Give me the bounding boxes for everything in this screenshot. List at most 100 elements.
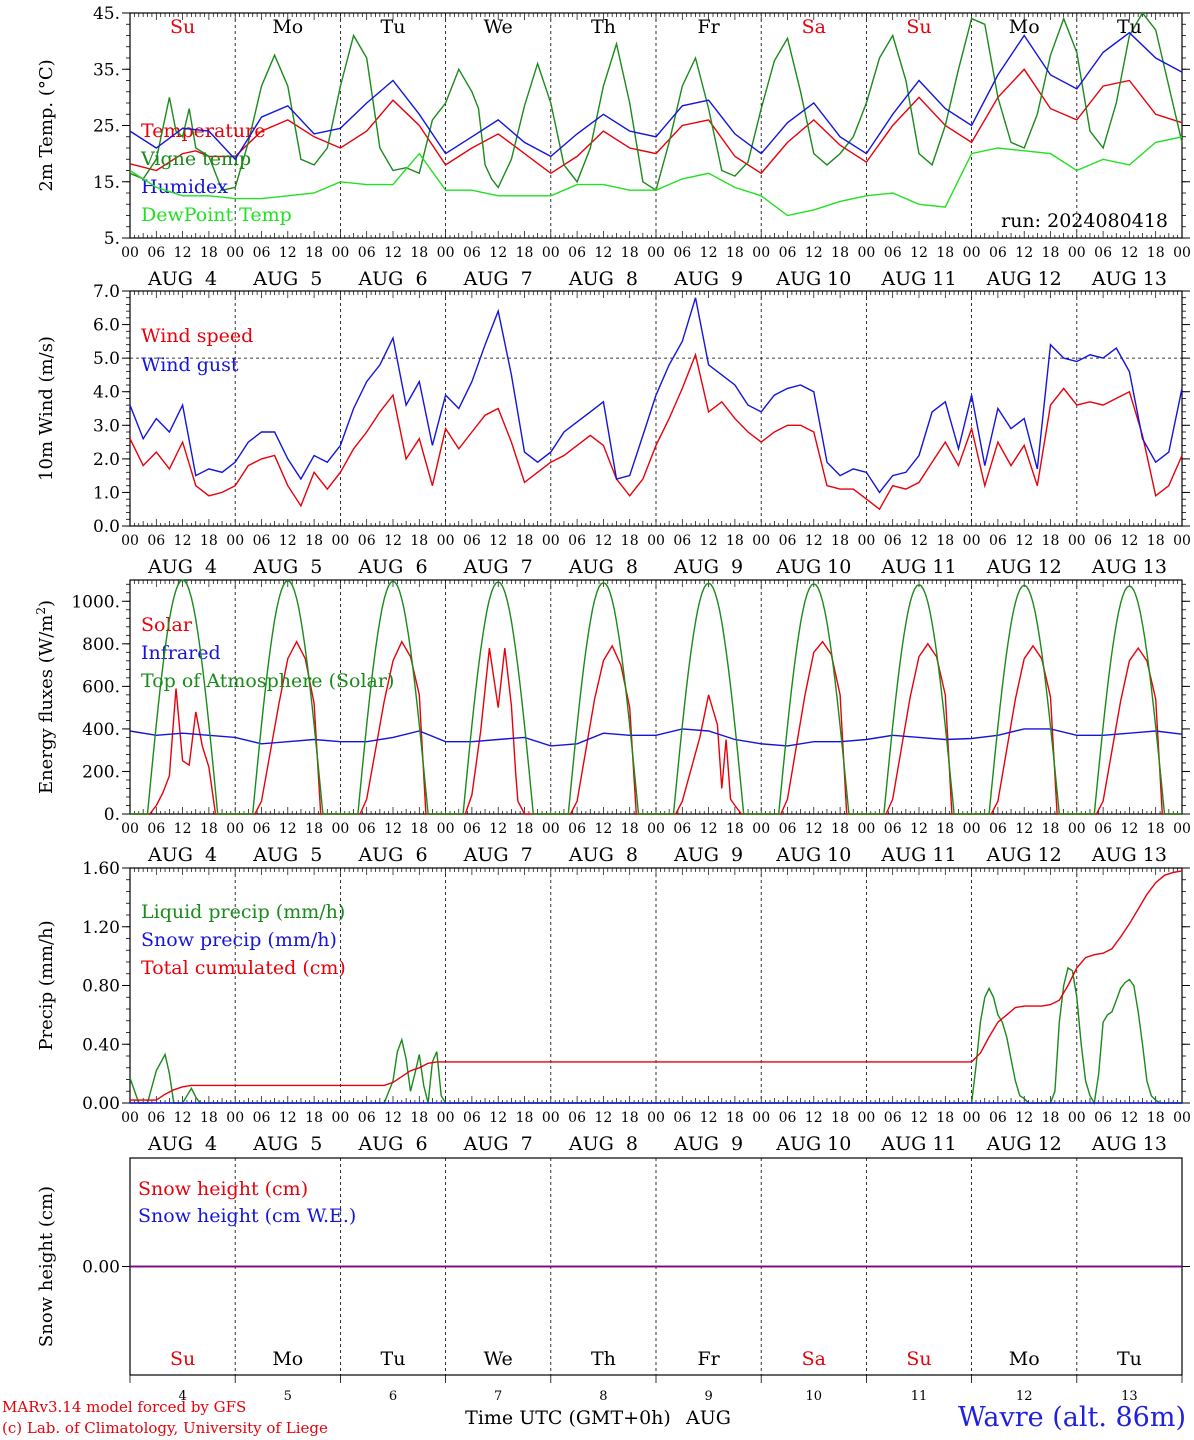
legend-snow-precip-mm-h-: Snow precip (mm/h) [141,929,337,951]
hour-tick-label: 18 [1042,533,1060,549]
hour-tick-label: 18 [936,245,954,261]
panel-5: 0.00 Snow height (cm) Snow height (cm) Snow… [36,1157,1190,1383]
date-label: AUG 11 [880,268,956,290]
hour-tick-label: 12 [384,245,402,261]
y-tick-label: 5.0 [93,349,120,369]
hour-tick-label: 12 [174,245,192,261]
y-tick-label: 600. [82,677,120,697]
date-label: AUG 13 [1091,556,1167,578]
date-label: AUG 7 [463,844,533,866]
weekday-label-bottom: Mo [272,1348,303,1370]
weekday-label-bottom: We [484,1348,513,1370]
legend-total-cumulated-cm-: Total cumulated (cm) [141,957,346,979]
weekday-label-bottom: Mo [1009,1348,1040,1370]
hour-tick-label: 18 [1042,1110,1060,1126]
hour-tick-label: 06 [253,245,271,261]
hour-tick-label: 12 [910,821,928,837]
hour-tick-label: 00 [647,533,665,549]
panel-4: 0.00 0.40 0.80 1.20 1.60 Precip (mm/h) 00 06 12 1… [36,859,1191,1155]
date-label: AUG 10 [775,268,851,290]
hour-tick-label: 06 [1094,533,1112,549]
y-tick-label: 400. [82,720,120,740]
hour-tick-label: 18 [831,821,849,837]
hour-tick-label: 18 [831,1110,849,1126]
weekday-label-top: Fr [697,16,720,38]
hour-tick-label: 18 [621,245,639,261]
day-number-label: 9 [704,1389,712,1404]
series-line-dewpoint-temp [129,136,1183,217]
hour-tick-label: 12 [700,821,718,837]
hour-tick-label: 00 [331,245,349,261]
y-axis-title: Energy fluxes (W/m2) [34,600,57,794]
hour-tick-label: 12 [279,1110,297,1126]
y-axis-title: 10m Wind (m/s) [36,336,57,481]
y-tick-label: 35. [93,60,120,80]
hour-tick-label: 00 [1173,245,1191,261]
hour-tick-label: 06 [673,1110,691,1126]
hour-tick-label: 00 [857,245,875,261]
hour-tick-label: 18 [305,1110,323,1126]
hour-tick-label: 12 [489,1110,507,1126]
date-label: AUG 8 [568,1133,638,1155]
hour-tick-label: 18 [726,1110,744,1126]
hour-tick-label: 18 [305,821,323,837]
date-label: AUG 12 [986,268,1062,290]
hour-tick-label: 18 [200,533,218,549]
weekday-label-bottom: Su [906,1348,931,1370]
hour-tick-label: 06 [1094,245,1112,261]
hour-tick-label: 00 [857,533,875,549]
y-tick-label: 0.00 [82,1094,120,1114]
hour-tick-label: 00 [963,533,981,549]
hour-tick-label: 06 [989,821,1007,837]
hour-tick-label: 00 [1068,1110,1086,1126]
date-label: AUG 11 [880,556,956,578]
hour-tick-label: 00 [1068,533,1086,549]
hour-tick-label: 00 [1068,245,1086,261]
date-label: AUG 7 [463,1133,533,1155]
hour-tick-label: 06 [779,1110,797,1126]
hour-tick-label: 00 [226,1110,244,1126]
run-label: run: 2024080418 [1001,210,1168,232]
legend-dewpoint-temp: DewPoint Temp [141,204,292,226]
hour-tick-label: 18 [516,821,534,837]
hour-tick-label: 12 [1120,533,1138,549]
weekday-label-bottom: Su [170,1348,195,1370]
hour-tick-label: 18 [410,533,428,549]
date-label: AUG 11 [880,1133,956,1155]
hour-tick-label: 00 [542,533,560,549]
series-line-temperature [129,68,1183,175]
hour-tick-label: 12 [1015,821,1033,837]
date-label: AUG 10 [775,556,851,578]
date-label: AUG 9 [673,1133,743,1155]
day-number-label: 5 [284,1389,292,1404]
hour-tick-label: 12 [594,1110,612,1126]
weekday-label-top: We [484,16,513,38]
hour-tick-label: 06 [147,821,165,837]
hour-tick-label: 00 [542,245,560,261]
hour-tick-label: 12 [279,533,297,549]
y-tick-label: 4.0 [93,383,120,403]
hour-tick-label: 06 [147,245,165,261]
hour-tick-label: 00 [121,245,139,261]
day-number-label: 7 [494,1389,502,1404]
hour-tick-label: 12 [805,245,823,261]
hour-tick-label: 18 [726,821,744,837]
day-number-label: 11 [911,1389,928,1404]
y-tick-label: 3.0 [93,416,120,436]
day-number-label: 4 [178,1389,186,1404]
weekday-label-bottom: Sa [802,1348,826,1370]
legend-wind-speed: Wind speed [141,325,253,347]
hour-tick-label: 12 [805,1110,823,1126]
legend-humidex: Humidex [141,176,228,198]
hour-tick-label: 06 [358,245,376,261]
hour-tick-label: 06 [779,245,797,261]
date-label: AUG 11 [880,844,956,866]
hour-tick-label: 06 [358,821,376,837]
date-label: AUG 12 [986,1133,1062,1155]
hour-tick-label: 18 [936,533,954,549]
station-label: Wavre (alt. 86m) [958,1402,1186,1433]
y-tick-label: 200. [82,762,120,782]
hour-tick-label: 06 [1094,821,1112,837]
legend-vigne-temp: Vigne temp [140,148,251,170]
hour-tick-label: 00 [542,821,560,837]
